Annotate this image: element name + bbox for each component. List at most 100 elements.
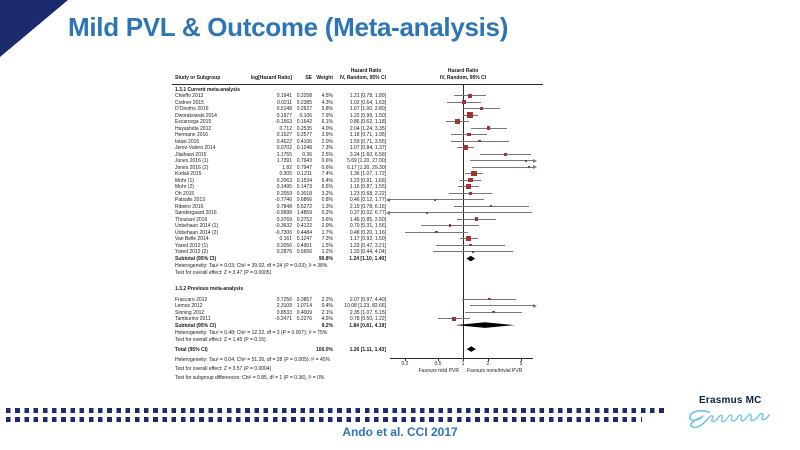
hr-point-marker — [467, 93, 472, 98]
header-underline — [172, 83, 543, 85]
study-name-cell: Hayashida 2012 — [175, 125, 212, 132]
corner-triangle-decoration — [0, 0, 68, 57]
log-hr-cell: 0.1941 — [276, 93, 292, 99]
se-cell: 0.3018 — [296, 190, 312, 197]
weight-cell: 90.8% — [318, 256, 333, 262]
weight-cell: 0.6% — [321, 164, 333, 171]
study-name-cell: Mohr (1) — [175, 177, 194, 184]
ci-arrow-left — [386, 197, 390, 202]
ci-text-cell: 0.70 [0.31, 1.56] — [349, 223, 386, 229]
log-hr-cell: -0.9998 — [275, 210, 292, 216]
weight-cell: 0.4% — [321, 303, 333, 309]
weight-cell: 2.5% — [321, 151, 333, 158]
se-cell: 0.4009 — [296, 309, 312, 316]
header-weight: Weight — [316, 75, 333, 81]
ci-text-cell: 1.22 [0.99, 1.50] — [349, 112, 386, 119]
hr-point-marker — [467, 132, 471, 137]
log-hr-cell: 0.8533 — [276, 309, 292, 316]
heterogeneity-note: Heterogeneity: Tau² = 0.48; Chi² = 12.22… — [175, 329, 328, 336]
overall-effect-note: Test for overall effect: Z = 3.47 (P = 0… — [175, 270, 272, 276]
study-name-cell: Unbehaun 2014 (2) — [175, 229, 219, 236]
ci-text-cell: 1.24 [1.10, 1.40] — [349, 256, 386, 262]
weight-cell: 0.6% — [321, 158, 333, 164]
log-hr-cell: 1.7391 — [276, 158, 292, 164]
weight-cell: 2.0% — [321, 223, 333, 229]
weight-cell: 4.0% — [321, 125, 333, 132]
ci-arrow-right — [533, 165, 537, 170]
ci-text-cell: 1.23 [0.91, 1.66] — [349, 177, 386, 184]
x-axis-tick-label: 0.5 — [434, 361, 442, 367]
log-hr-cell: 0.2059 — [276, 190, 292, 197]
study-name-cell: Yared 2012 (2) — [175, 249, 208, 255]
ci-arrow-right — [533, 303, 537, 308]
ci-line — [472, 166, 533, 168]
study-name-cell: Subtotal (95% CI) — [175, 256, 217, 262]
log-hr-cell: 1.1755 — [276, 151, 292, 158]
se-cell: 0.106 — [299, 112, 312, 119]
ci-text-cell: 1.23 [0.47, 3.21] — [349, 242, 386, 249]
study-name-cell: D'Onofrio 2016 — [175, 106, 209, 112]
study-name-cell: Søndergaard 2016 — [175, 210, 217, 216]
study-name-cell: Thourani 2016 — [175, 216, 208, 223]
plot-header-ci: IV, Random, 95% CI — [439, 75, 487, 81]
ci-line — [469, 160, 533, 162]
ci-text-cell: 1.26 [1.11, 1.43] — [349, 346, 386, 353]
ci-text-cell: 1.84 [0.81, 4.19] — [349, 322, 386, 329]
log-hr-cell: 0.5148 — [276, 106, 292, 112]
weight-cell: 1.3% — [321, 203, 333, 210]
hr-point-marker — [487, 297, 491, 301]
ci-line — [390, 199, 484, 201]
ci-text-cell: 1.23 [0.68, 2.22] — [349, 190, 386, 197]
se-cell: 0.4901 — [296, 242, 312, 249]
se-cell: 0.2385 — [296, 99, 312, 106]
se-cell: 0.1642 — [296, 119, 312, 125]
se-cell: 0.1473 — [296, 184, 312, 190]
study-name-cell: Codner 2015 — [175, 99, 204, 106]
erasmus-logo: Erasmus MC — [683, 395, 778, 433]
ci-text-cell: 2.04 [1.24, 3.35] — [349, 125, 386, 132]
x-axis-tick — [404, 358, 406, 361]
heterogeneity-note: Heterogeneity: Tau² = 0.04; Chi² = 51.26… — [175, 356, 331, 363]
log-hr-cell: -0.2471 — [275, 316, 292, 322]
study-name-cell: Jerez-Valero 2014 — [175, 145, 216, 151]
study-name-cell: Lemos 2012 — [175, 303, 203, 309]
axis-label-favours-left: Favours mild PVR — [418, 367, 459, 374]
ci-text-cell: 2.19 [0.78, 6.16] — [349, 203, 386, 210]
weight-cell: 9.2% — [321, 322, 333, 329]
study-name-cell: Unbehaun 2014 (1) — [175, 223, 219, 229]
ci-arrow-left — [386, 210, 390, 215]
dotted-divider-top — [6, 408, 664, 413]
ci-line — [470, 305, 533, 307]
se-cell: 0.1211 — [297, 171, 312, 177]
study-name-cell: Yared 2012 (1) — [175, 242, 208, 249]
log-hr-cell: 0.712 — [279, 125, 292, 132]
study-name-cell: Tamburino 2011 — [175, 316, 211, 322]
hr-point-marker — [461, 100, 466, 104]
x-axis-tick — [520, 358, 522, 361]
ci-text-cell: 1.17 [0.92, 1.50] — [349, 236, 386, 242]
se-cell: 0.7943 — [296, 158, 312, 164]
hr-point-marker — [452, 316, 456, 321]
hr-point-marker — [524, 159, 527, 162]
log-hr-cell: 0.0702 — [276, 145, 292, 151]
ci-text-cell: 0.46 [0.12, 1.77] — [349, 197, 386, 203]
ci-text-cell: 2.07 [0.97, 4.40] — [349, 296, 386, 303]
x-axis-tick — [487, 358, 489, 361]
hr-point-marker — [471, 170, 477, 177]
header-study: Study or Subgroup — [175, 75, 221, 81]
weight-cell: 1.7% — [321, 229, 333, 236]
se-cell: 0.7947 — [296, 164, 312, 171]
se-cell: 0.1534 — [296, 177, 312, 184]
ci-text-cell: 6.17 [1.30, 29.30] — [347, 164, 386, 171]
x-axis-tick — [437, 358, 439, 361]
log-hr-cell: -0.7306 — [275, 229, 292, 236]
se-cell: 1.4859 — [296, 210, 312, 216]
ci-text-cell: 1.16 [0.87, 1.55] — [349, 184, 386, 190]
study-name-cell: Fraccaro 2012 — [175, 296, 208, 303]
study-name-cell: Ielasi 2015 — [175, 138, 200, 145]
weight-cell: 1.5% — [321, 242, 333, 249]
weight-cell: 2.2% — [321, 296, 333, 303]
study-name-cell: Jilaihawi 2015 — [175, 151, 207, 158]
se-cell: 0.2276 — [296, 316, 312, 322]
subtotal-diamond — [466, 255, 476, 262]
